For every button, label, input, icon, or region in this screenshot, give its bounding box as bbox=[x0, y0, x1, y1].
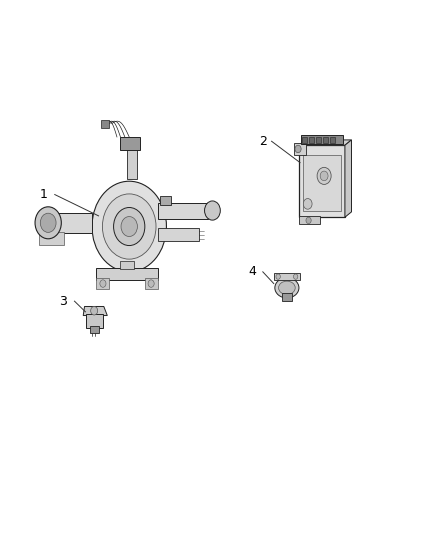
Bar bbox=[299, 216, 320, 224]
Circle shape bbox=[205, 201, 220, 220]
Bar bbox=[145, 278, 158, 289]
Circle shape bbox=[293, 274, 298, 279]
Circle shape bbox=[102, 194, 156, 259]
Bar bbox=[282, 293, 292, 301]
Polygon shape bbox=[345, 140, 351, 217]
Ellipse shape bbox=[279, 281, 295, 294]
Bar bbox=[96, 268, 158, 280]
Circle shape bbox=[113, 207, 145, 246]
Bar bbox=[299, 145, 345, 217]
Circle shape bbox=[148, 280, 154, 287]
Bar bbox=[323, 136, 328, 143]
Circle shape bbox=[306, 217, 311, 223]
Bar bbox=[309, 136, 314, 143]
Bar bbox=[101, 120, 110, 128]
Circle shape bbox=[92, 181, 166, 272]
Circle shape bbox=[91, 306, 98, 315]
Circle shape bbox=[320, 171, 328, 181]
Bar bbox=[160, 196, 171, 205]
Bar bbox=[96, 278, 110, 289]
Bar bbox=[158, 228, 199, 241]
Text: 1: 1 bbox=[40, 188, 48, 201]
Circle shape bbox=[100, 280, 106, 287]
Bar bbox=[86, 314, 103, 328]
Bar bbox=[120, 261, 134, 269]
Circle shape bbox=[35, 207, 61, 239]
Circle shape bbox=[295, 145, 301, 152]
Circle shape bbox=[303, 199, 312, 209]
Polygon shape bbox=[83, 306, 107, 316]
Bar bbox=[303, 155, 340, 211]
Circle shape bbox=[276, 274, 280, 279]
Bar bbox=[302, 136, 307, 143]
Text: 4: 4 bbox=[248, 265, 256, 278]
Bar bbox=[90, 326, 99, 333]
Bar bbox=[330, 136, 335, 143]
Bar bbox=[50, 213, 92, 233]
Bar bbox=[120, 137, 140, 150]
Text: 3: 3 bbox=[60, 295, 67, 308]
Bar bbox=[301, 134, 343, 144]
Bar bbox=[158, 203, 208, 219]
Bar bbox=[274, 273, 300, 280]
Bar bbox=[39, 232, 64, 245]
Text: 2: 2 bbox=[259, 135, 267, 148]
Bar bbox=[316, 136, 321, 143]
Circle shape bbox=[40, 213, 56, 232]
Bar bbox=[293, 143, 306, 155]
Circle shape bbox=[121, 216, 138, 237]
Ellipse shape bbox=[275, 278, 299, 298]
Polygon shape bbox=[299, 140, 351, 145]
Bar bbox=[127, 149, 137, 179]
Circle shape bbox=[317, 167, 331, 184]
